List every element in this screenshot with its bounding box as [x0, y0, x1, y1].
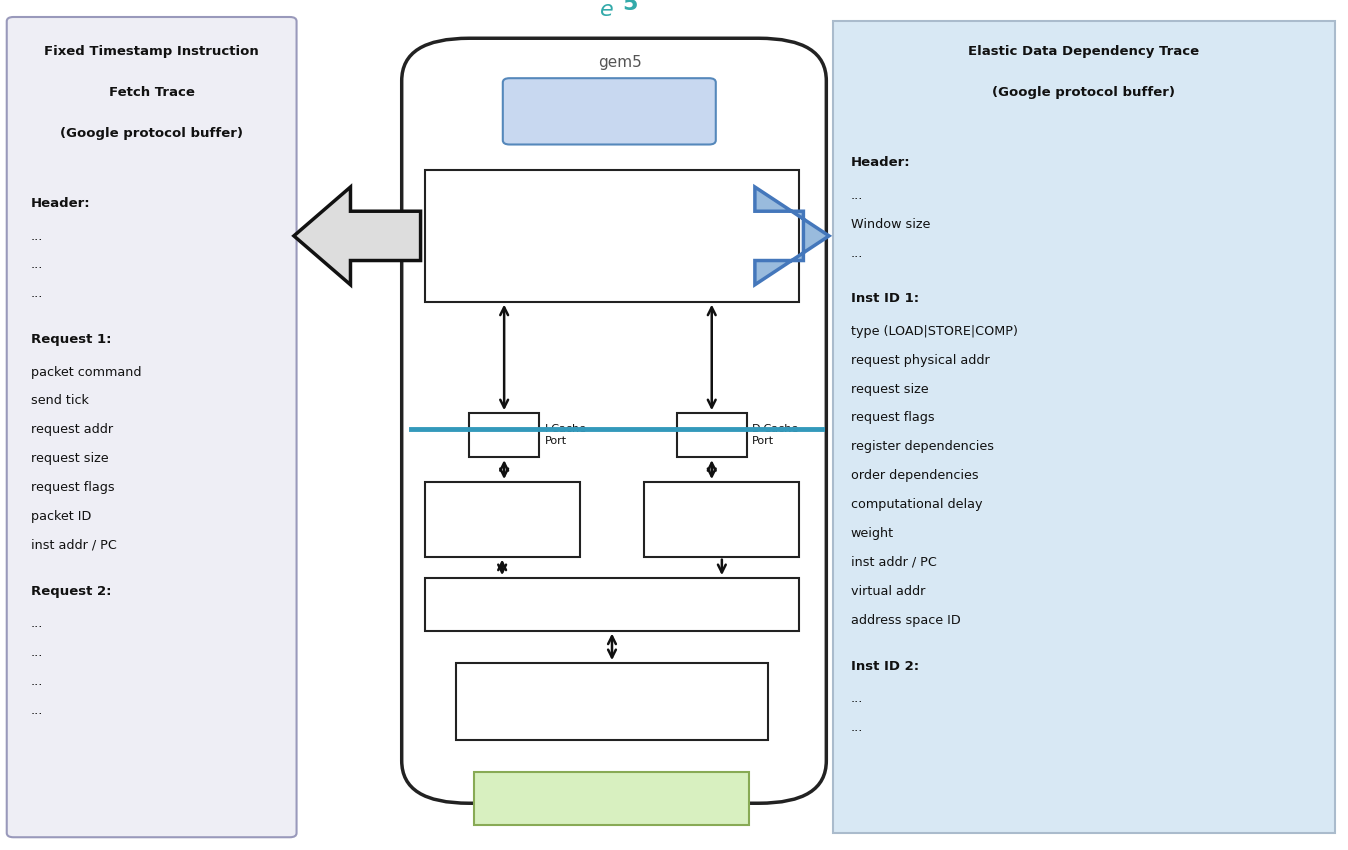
Polygon shape	[294, 187, 421, 285]
Text: send tick: send tick	[31, 394, 89, 407]
Text: ...: ...	[31, 230, 43, 242]
Text: ...: ...	[851, 246, 863, 259]
FancyBboxPatch shape	[7, 17, 297, 837]
FancyBboxPatch shape	[677, 413, 747, 457]
Text: gem5: gem5	[599, 55, 642, 71]
Text: Pipeline stages
and queues: Pipeline stages and queues	[559, 221, 665, 251]
FancyBboxPatch shape	[469, 413, 539, 457]
FancyBboxPatch shape	[402, 38, 826, 803]
Text: request flags: request flags	[851, 411, 934, 424]
FancyBboxPatch shape	[425, 482, 580, 557]
Text: Fixed Timestamp Instruction: Fixed Timestamp Instruction	[44, 45, 259, 58]
FancyBboxPatch shape	[425, 170, 799, 302]
Text: 5: 5	[621, 0, 638, 14]
Text: (Google protocol buffer): (Google protocol buffer)	[992, 86, 1175, 99]
Text: packet command: packet command	[31, 366, 142, 378]
Text: address space ID: address space ID	[851, 614, 960, 626]
Polygon shape	[755, 187, 829, 285]
Text: ...: ...	[31, 287, 43, 300]
Text: Simple Memory
@ 1ns latency: Simple Memory @ 1ns latency	[558, 686, 666, 717]
Text: virtual addr: virtual addr	[851, 585, 925, 598]
Text: ...: ...	[851, 189, 863, 201]
Text: Elastic Data Dependency Trace: Elastic Data Dependency Trace	[968, 45, 1200, 58]
Text: I-Cache
Port: I-Cache Port	[545, 424, 586, 446]
Text: weight: weight	[851, 527, 894, 540]
Text: Inst ID 1:: Inst ID 1:	[851, 292, 919, 305]
Text: ...: ...	[851, 721, 863, 734]
Text: request addr: request addr	[31, 423, 113, 436]
Text: (Google protocol buffer): (Google protocol buffer)	[61, 127, 243, 139]
Text: D Cache: D Cache	[693, 513, 751, 526]
FancyBboxPatch shape	[644, 482, 799, 557]
Text: e: e	[600, 0, 613, 20]
Text: register dependencies: register dependencies	[851, 440, 993, 453]
Text: Inst ID 2:: Inst ID 2:	[851, 660, 919, 672]
FancyBboxPatch shape	[456, 663, 768, 740]
Text: Window size: Window size	[851, 218, 930, 230]
Text: O3CPU: O3CPU	[582, 104, 636, 119]
Text: request size: request size	[851, 382, 929, 395]
Text: Rest of the System: Rest of the System	[546, 791, 678, 805]
FancyBboxPatch shape	[833, 21, 1335, 833]
Text: I Cache: I Cache	[476, 513, 528, 526]
FancyBboxPatch shape	[425, 578, 799, 631]
Text: order dependencies: order dependencies	[851, 469, 979, 482]
Text: packet ID: packet ID	[31, 510, 92, 523]
Text: inst addr / PC: inst addr / PC	[851, 556, 937, 569]
Text: ...: ...	[31, 675, 43, 688]
FancyBboxPatch shape	[474, 772, 749, 824]
Text: Header:: Header:	[31, 197, 90, 210]
Text: Fetch Trace: Fetch Trace	[109, 86, 194, 99]
Text: ...: ...	[851, 692, 863, 705]
Text: request physical addr: request physical addr	[851, 354, 989, 366]
Text: type (LOAD|STORE|COMP): type (LOAD|STORE|COMP)	[851, 325, 1018, 337]
Text: Header:: Header:	[851, 156, 910, 169]
Text: Request 2:: Request 2:	[31, 585, 112, 598]
Text: Crossbar: Crossbar	[581, 598, 643, 611]
Text: Request 1:: Request 1:	[31, 333, 112, 346]
Text: ...: ...	[31, 646, 43, 659]
FancyBboxPatch shape	[503, 78, 716, 144]
Text: inst addr / PC: inst addr / PC	[31, 539, 117, 552]
Text: ...: ...	[31, 617, 43, 630]
Text: ...: ...	[31, 704, 43, 717]
Text: request flags: request flags	[31, 481, 115, 494]
Text: computational delay: computational delay	[851, 498, 983, 511]
Text: ...: ...	[31, 258, 43, 271]
Text: request size: request size	[31, 452, 109, 465]
Text: D-Cache
Port: D-Cache Port	[752, 424, 799, 446]
